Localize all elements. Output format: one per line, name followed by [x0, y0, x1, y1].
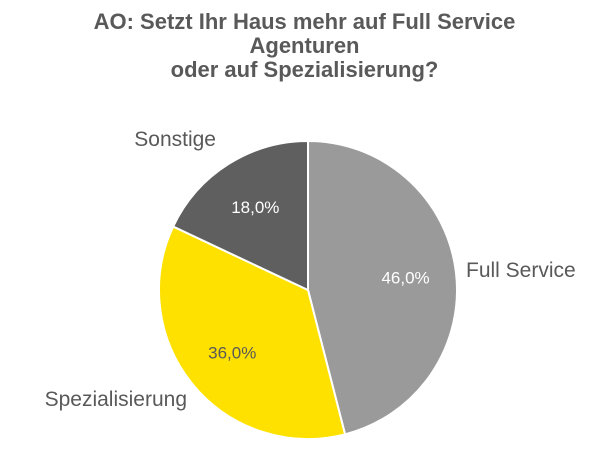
chart-title-line-3: oder auf Spezialisierung? — [170, 57, 439, 82]
data-label-sonstige: 18,0% — [231, 198, 279, 217]
pie-slice-sonstige — [171, 139, 309, 292]
category-label-full-service: Full Service — [466, 259, 576, 282]
data-label-full-service: 46,0% — [381, 269, 429, 288]
category-label-sonstige: Sonstige — [134, 128, 216, 151]
pie-slice-spezialisierung — [158, 225, 347, 440]
chart-title: AO: Setzt Ihr Haus mehr auf Full Service… — [0, 10, 609, 82]
category-label-spezialisierung: Spezialisierung — [45, 388, 187, 411]
data-label-spezialisierung: 36,0% — [208, 344, 256, 363]
chart-title-line-1: AO: Setzt Ihr Haus mehr auf Full Service — [93, 9, 516, 34]
pie-slice-full-service — [307, 139, 458, 436]
chart-title-line-2: Agenturen — [249, 33, 360, 58]
